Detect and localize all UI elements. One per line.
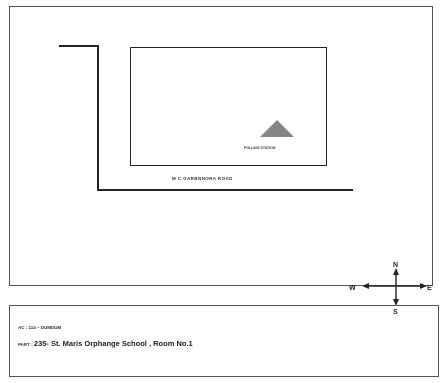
compass-rose: N S E W xyxy=(349,262,432,316)
compass-west-label: W xyxy=(349,285,356,292)
compass-south-label: S xyxy=(393,309,398,316)
assembly-constituency-label: AC : 114 – DUMDUM xyxy=(18,325,62,330)
compass-east-arrow xyxy=(420,283,427,289)
compass-east-label: E xyxy=(427,285,432,292)
part-line: PART : 235- St. Maris Orphange School , … xyxy=(18,339,193,348)
map-panel xyxy=(9,6,433,286)
info-panel xyxy=(9,305,439,377)
road-label: M C GARBNNORA ROAD xyxy=(172,176,233,181)
road-edge-top xyxy=(59,45,98,47)
polling-station-label: POLLING STATION xyxy=(244,146,276,150)
compass-north-arrow xyxy=(393,268,399,275)
polling-station-building xyxy=(130,47,327,166)
compass-west-arrow xyxy=(362,283,369,289)
road-edge-vertical xyxy=(97,45,99,190)
compass-south-arrow xyxy=(393,299,399,306)
compass-north-label: N xyxy=(393,262,398,269)
polling-station-icon xyxy=(260,120,294,137)
road-edge-bottom xyxy=(97,189,353,191)
part-key: PART : xyxy=(18,342,34,347)
part-value: 235- St. Maris Orphange School , Room No… xyxy=(33,339,193,348)
